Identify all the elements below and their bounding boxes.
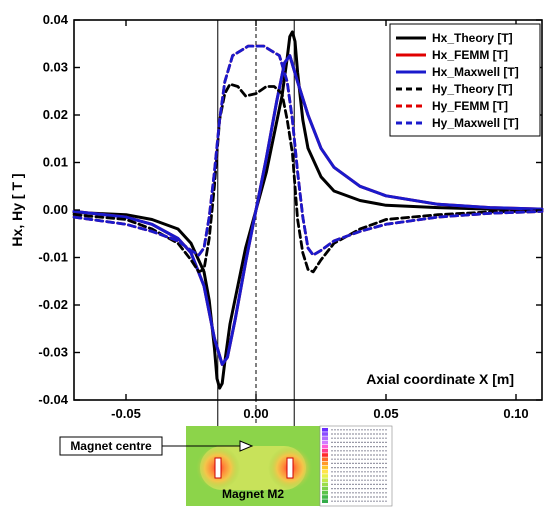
legend-label-hy-femm-t: Hy_FEMM [T]	[432, 99, 508, 113]
y-tick-label: -0.02	[38, 297, 68, 312]
y-tick-label: -0.03	[38, 345, 68, 360]
magnet-right	[286, 457, 294, 479]
y-tick-label: 0.00	[43, 202, 68, 217]
scale-swatch	[322, 432, 328, 436]
scale-swatch	[322, 436, 328, 440]
scale-swatch	[322, 474, 328, 478]
scale-swatch	[322, 495, 328, 499]
scale-swatch	[322, 453, 328, 457]
inset-label: Magnet M2	[222, 487, 284, 501]
scale-swatch	[322, 482, 328, 487]
scale-swatch	[322, 499, 328, 503]
legend-label-hx-theory-t: Hx_Theory [T]	[432, 31, 513, 45]
y-tick-label: -0.01	[38, 250, 68, 265]
magnet-reference-lines	[217, 20, 295, 470]
legend-label-hx-femm-t: Hx_FEMM [T]	[432, 48, 508, 62]
scale-swatch	[322, 428, 328, 432]
y-tick-label: -0.04	[38, 392, 68, 407]
callout-arrow-head	[239, 440, 254, 452]
y-tick-label: 0.04	[43, 12, 69, 27]
x-tick-label: 0.10	[503, 406, 528, 421]
series-line-hy-theory-t	[72, 82, 544, 274]
scale-swatch	[322, 444, 328, 449]
magnet-left	[214, 457, 222, 479]
series-line-hy-maxwell-t	[72, 44, 544, 257]
magnet-inset: Magnet M2	[186, 425, 393, 507]
y-tick-label: 0.01	[43, 155, 68, 170]
y-axis-title: Hx, Hy [ T ]	[9, 173, 25, 246]
y-tick-label: 0.02	[43, 107, 68, 122]
y-axis-ticks: 0.04 0.03 0.02 0.01 0.00 -0.01 -0.02 -0.03 -0.04	[38, 12, 542, 407]
x-axis-ticks: -0.05 0.00 0.05 0.10	[111, 20, 529, 421]
legend-label-hx-maxwell-t: Hx_Maxwell [T]	[432, 65, 519, 79]
legend-box	[389, 23, 541, 137]
scale-swatch	[322, 457, 328, 461]
magnet-centre-callout: Magnet centre	[59, 436, 254, 456]
x-tick-label: 0.05	[373, 406, 398, 421]
scale-swatch	[322, 461, 328, 466]
scale-swatch	[322, 470, 328, 474]
legend-label-hy-theory-t: Hy_Theory [T]	[432, 82, 513, 96]
x-tick-label: -0.05	[111, 406, 141, 421]
y-tick-label: 0.03	[43, 60, 68, 75]
legend-label-hy-maxwell-t: Hy_Maxwell [T]	[432, 116, 519, 130]
legend: Hx_Theory [T] Hx_FEMM [T] Hx_Maxwell [T] Hy…	[389, 23, 541, 137]
scale-swatch	[322, 491, 328, 495]
scale-swatch	[322, 449, 328, 453]
scale-swatch	[322, 478, 328, 482]
x-axis-title: Axial coordinate X [m]	[366, 371, 514, 387]
series-group	[72, 30, 544, 390]
callout-label: Magnet centre	[70, 439, 152, 453]
series-line-hx-theory-t	[72, 30, 544, 390]
x-tick-label: 0.00	[243, 406, 268, 421]
scale-swatch	[322, 486, 328, 491]
scale-swatch	[322, 465, 328, 470]
scale-swatch	[322, 440, 328, 445]
series-line-hx-maxwell-t	[72, 54, 544, 366]
